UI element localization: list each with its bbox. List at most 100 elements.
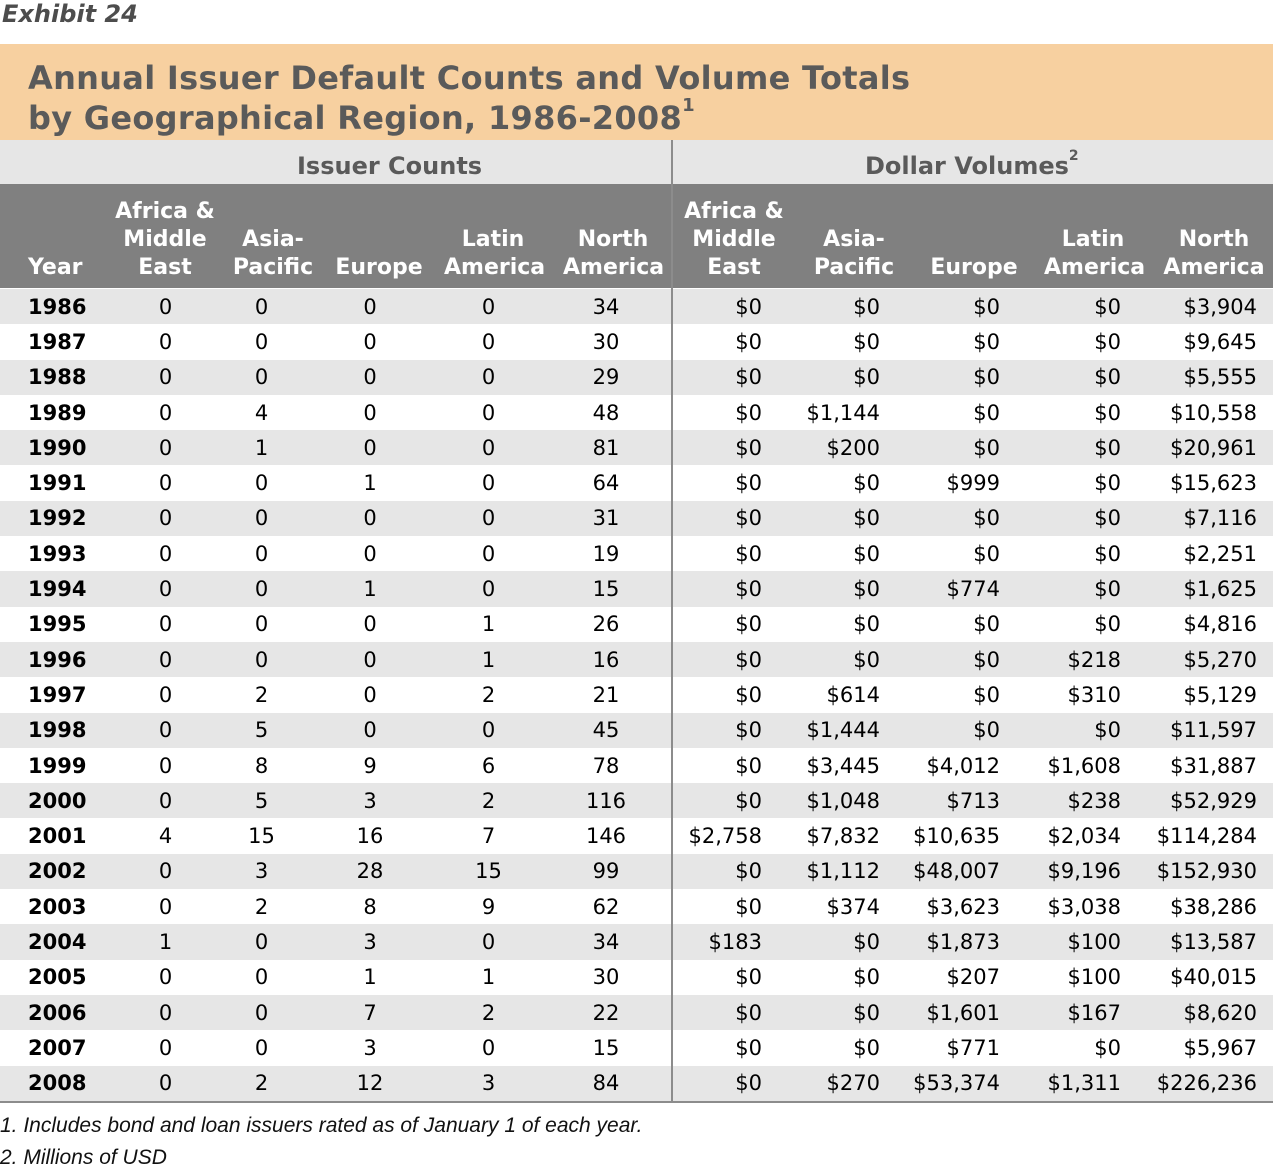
count-cell-latin: 1 <box>436 641 541 678</box>
count-cell-north: 15 <box>541 1030 671 1066</box>
year-cell: 1989 <box>0 394 112 431</box>
count-cell-asia: 3 <box>219 853 304 890</box>
count-cell-latin: 9 <box>436 889 541 925</box>
volume-cell-north: $10,558 <box>1137 394 1273 431</box>
dollar-volumes-footnote-marker: 2 <box>1068 148 1079 164</box>
year-cell: 2000 <box>0 783 112 819</box>
volume-cell-north: $52,929 <box>1137 783 1273 819</box>
volume-cell-asia: $1,112 <box>778 853 896 890</box>
title-line-1: Annual Issuer Default Counts and Volume … <box>28 59 911 97</box>
volume-cell-north: $11,597 <box>1137 712 1273 748</box>
count-cell-africa: 0 <box>112 536 219 572</box>
volume-cell-europe: $0 <box>896 324 1016 360</box>
col-header-text: America <box>444 255 546 280</box>
volume-cell-europe: $0 <box>896 677 1016 713</box>
count-cell-asia: 0 <box>219 571 304 607</box>
volume-cell-latin: $218 <box>1016 641 1137 678</box>
volume-cell-europe: $0 <box>896 536 1016 572</box>
table-row: 1997 0 2 0 2 21 $0 $614 $0 $310 $5,129 <box>0 677 1273 713</box>
default-data-table: 1986 0 0 0 0 34 $0 $0 $0 $0 $3,904 1987 0 0 0 0 30 $0 $0 $0… <box>0 289 1273 1101</box>
count-cell-asia: 2 <box>219 889 304 925</box>
count-cell-africa: 1 <box>112 924 219 960</box>
count-cell-europe: 0 <box>304 536 436 572</box>
volume-cell-africa: $0 <box>671 994 778 1031</box>
volume-cell-asia: $1,144 <box>778 394 896 431</box>
count-cell-asia: 5 <box>219 783 304 819</box>
group-header-row: Issuer Counts Dollar Volumes2 <box>0 140 1273 184</box>
volume-cell-africa: $0 <box>671 712 778 748</box>
volume-cell-europe: $4,012 <box>896 747 1016 784</box>
volume-cell-africa: $0 <box>671 606 778 642</box>
volume-cell-latin: $0 <box>1016 606 1137 642</box>
exhibit-label: Exhibit 24 <box>2 0 138 28</box>
count-cell-africa: 0 <box>112 500 219 537</box>
count-cell-north: 19 <box>541 536 671 572</box>
volume-cell-latin: $0 <box>1016 394 1137 431</box>
count-cell-europe: 0 <box>304 677 436 713</box>
count-cell-africa: 0 <box>112 853 219 890</box>
volume-cell-africa: $0 <box>671 324 778 360</box>
footnote-2: 2. Millions of USD <box>0 1146 167 1169</box>
col-header-text: Middle <box>692 227 776 252</box>
count-cell-africa: 0 <box>112 571 219 607</box>
table-row: 1993 0 0 0 0 19 $0 $0 $0 $0 $2,251 <box>0 536 1273 572</box>
count-cell-asia: 0 <box>219 641 304 678</box>
volume-cell-europe: $3,623 <box>896 889 1016 925</box>
count-cell-asia: 2 <box>219 1065 304 1101</box>
volume-cell-latin: $0 <box>1016 324 1137 360</box>
year-cell: 1997 <box>0 677 112 713</box>
table-row: 1994 0 0 1 0 15 $0 $0 $774 $0 $1,625 <box>0 571 1273 607</box>
volume-cell-africa: $0 <box>671 959 778 995</box>
count-cell-north: 34 <box>541 924 671 960</box>
volume-cell-asia: $0 <box>778 924 896 960</box>
volume-cell-africa: $0 <box>671 853 778 890</box>
col-header-counts-north: North America <box>563 226 664 282</box>
volume-cell-latin: $3,038 <box>1016 889 1137 925</box>
col-header-counts-latin: Latin America <box>444 226 546 282</box>
count-cell-asia: 0 <box>219 324 304 360</box>
volume-cell-asia: $0 <box>778 641 896 678</box>
count-cell-latin: 0 <box>436 536 541 572</box>
count-cell-europe: 9 <box>304 747 436 784</box>
count-cell-europe: 0 <box>304 641 436 678</box>
volume-cell-asia: $3,445 <box>778 747 896 784</box>
volume-cell-africa: $0 <box>671 1065 778 1101</box>
table-row: 1992 0 0 0 0 31 $0 $0 $0 $0 $7,116 <box>0 500 1273 537</box>
column-header-row: Year Africa & Middle East Asia- Pacific … <box>0 184 1273 288</box>
count-cell-asia: 0 <box>219 606 304 642</box>
count-cell-europe: 8 <box>304 889 436 925</box>
volume-cell-africa: $0 <box>671 536 778 572</box>
volume-cell-north: $1,625 <box>1137 571 1273 607</box>
year-cell: 2004 <box>0 924 112 960</box>
volume-cell-africa: $183 <box>671 924 778 960</box>
count-cell-europe: 1 <box>304 465 436 501</box>
count-cell-asia: 15 <box>219 818 304 854</box>
count-cell-europe: 28 <box>304 853 436 890</box>
count-cell-north: 64 <box>541 465 671 501</box>
count-cell-latin: 0 <box>436 712 541 748</box>
col-header-text: Latin <box>461 227 525 252</box>
count-cell-europe: 3 <box>304 783 436 819</box>
count-cell-north: 84 <box>541 1065 671 1101</box>
volume-cell-asia: $0 <box>778 959 896 995</box>
count-cell-latin: 0 <box>436 394 541 431</box>
count-cell-europe: 16 <box>304 818 436 854</box>
count-cell-latin: 15 <box>436 853 541 890</box>
table-row: 1987 0 0 0 0 30 $0 $0 $0 $0 $9,645 <box>0 324 1273 360</box>
year-cell: 1996 <box>0 641 112 678</box>
count-cell-latin: 0 <box>436 430 541 466</box>
volume-cell-asia: $0 <box>778 500 896 537</box>
table-row: 1986 0 0 0 0 34 $0 $0 $0 $0 $3,904 <box>0 289 1273 325</box>
year-cell: 1990 <box>0 430 112 466</box>
year-cell: 1988 <box>0 359 112 395</box>
count-cell-latin: 7 <box>436 818 541 854</box>
count-cell-africa: 4 <box>112 818 219 854</box>
dollar-volumes-group-label: Dollar Volumes2 <box>865 148 1079 180</box>
count-cell-europe: 12 <box>304 1065 436 1101</box>
volume-cell-north: $40,015 <box>1137 959 1273 995</box>
volume-cell-africa: $0 <box>671 1030 778 1066</box>
volume-cell-europe: $53,374 <box>896 1065 1016 1101</box>
count-cell-asia: 8 <box>219 747 304 784</box>
footnote-1: 1. Includes bond and loan issuers rated … <box>0 1114 643 1137</box>
count-cell-asia: 0 <box>219 536 304 572</box>
